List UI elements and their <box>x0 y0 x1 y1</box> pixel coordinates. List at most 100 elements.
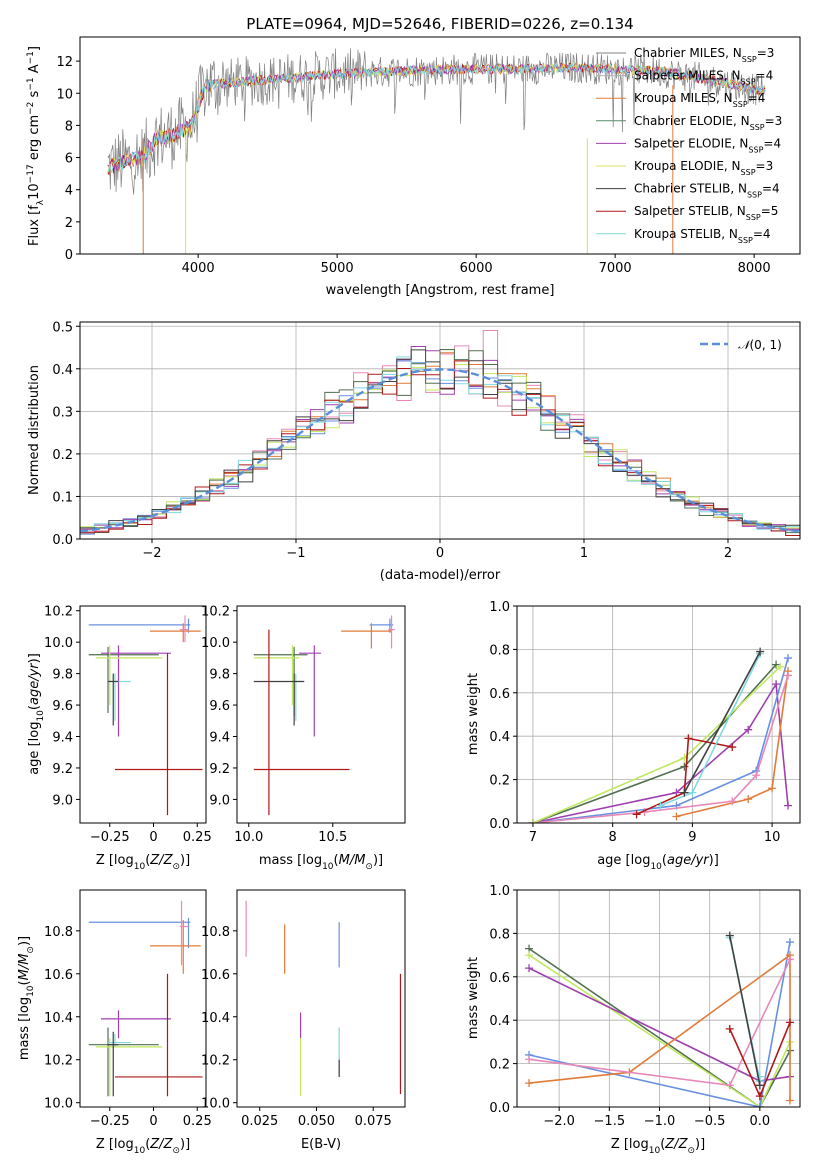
legend-entry: Chabrier MILES, NSSP=3 <box>634 46 774 64</box>
label-part: λ <box>36 199 46 205</box>
y-tick-label: 9.8 <box>209 668 230 683</box>
weight-point-marker <box>784 671 793 680</box>
x-tick-label: 0.025 <box>241 1114 278 1129</box>
label-part: erg cm <box>27 115 42 164</box>
x-tick-label: −0.25 <box>90 830 130 845</box>
y-tick-label: 10.2 <box>44 605 73 620</box>
label-part: ⊙ <box>172 1146 180 1156</box>
label-part: )] <box>373 853 383 868</box>
legend-entry: Kroupa STELIB, NSSP=4 <box>634 227 771 245</box>
y-tick-label: 0 <box>65 248 73 263</box>
y-tick-label: 9.2 <box>52 762 73 777</box>
label-part: )] <box>709 853 719 868</box>
label-part: )] <box>180 1137 190 1152</box>
legend-entry: Kroupa MILES, NSSP=4 <box>634 91 765 109</box>
y-tick-label: 0.0 <box>489 1101 510 1116</box>
weight-point-marker <box>672 788 681 797</box>
y-tick-label: 9.6 <box>52 699 73 714</box>
spectrum-panel: 4000 5000 6000 7000 8000 0 2 4 6 8 10 12 <box>56 36 801 276</box>
legend-tail: =4 <box>756 69 774 83</box>
plot-area <box>80 330 800 536</box>
y-axis-label: mass weight <box>466 957 481 1039</box>
weight-point-marker <box>725 931 734 940</box>
x-tick-label: 0.25 <box>183 830 212 845</box>
x-axis-label: age [log10(age/yr)] <box>597 853 719 872</box>
label-part: age [log <box>597 853 650 868</box>
x-tick-label: −1.5 <box>594 1114 626 1129</box>
label-part: Z [log <box>96 853 134 868</box>
x-tick-label: 8000 <box>738 261 771 276</box>
axes-frame <box>79 321 801 540</box>
x-tick-label: 4000 <box>182 261 215 276</box>
y-tick-label: 0.5 <box>52 320 73 335</box>
legend-tail: =3 <box>765 114 783 128</box>
y-tick-label: 9.4 <box>52 731 73 746</box>
y-axis-label: Flux [fλ10−17 erg cm−2 s−1 A−1] <box>26 46 46 246</box>
weight-point-marker <box>772 680 781 689</box>
label-part: ⊙ <box>172 862 180 872</box>
legend-text: Kroupa STELIB, N <box>634 227 738 241</box>
legend-sub: SSP <box>746 213 761 222</box>
x-axis-label: Z [log10(Z/Z⊙)] <box>611 1137 705 1156</box>
x-axis-label: Z [log10(Z/Z⊙)] <box>96 853 190 872</box>
label-part: )] <box>17 936 32 946</box>
x-tick-label: 0.0 <box>750 1114 771 1129</box>
x-tick-label: 8 <box>609 830 617 845</box>
x-tick-label: 0.050 <box>298 1114 335 1129</box>
label-part: ] <box>27 46 42 51</box>
y-tick-label: 0.2 <box>489 1058 510 1073</box>
axes-frame <box>79 605 207 824</box>
label-part: ( <box>17 980 32 985</box>
weight-point-marker <box>725 1081 734 1090</box>
y-tick-label: 0.1 <box>52 490 73 505</box>
legend-entry: Chabrier ELODIE, NSSP=3 <box>634 114 782 132</box>
y-tick-label: 0.2 <box>489 774 510 789</box>
label-part: )] <box>695 1137 705 1152</box>
label-part: Z [log <box>96 1137 134 1152</box>
x-tick-label: 6000 <box>460 261 493 276</box>
y-tick-label: 1.0 <box>489 600 510 615</box>
legend-text: Chabrier MILES, N <box>634 46 742 60</box>
axes-frame <box>79 36 801 255</box>
y-tick-label: 10.2 <box>201 605 230 620</box>
y-tick-label: 10.2 <box>201 1054 230 1069</box>
legend-text: Chabrier STELIB, N <box>634 182 747 196</box>
legend-sub: SSP <box>741 77 756 86</box>
weight-series-line <box>532 657 789 823</box>
plot-area <box>528 647 793 823</box>
legend-entry: Chabrier STELIB, NSSP=4 <box>634 182 780 200</box>
label-part: 10 <box>26 985 36 997</box>
plot-area <box>253 615 395 816</box>
x-tick-label: 5000 <box>321 261 354 276</box>
label-part: 10 <box>649 1146 661 1156</box>
label-part: −1 <box>26 77 36 90</box>
weight-point-marker <box>768 784 777 793</box>
weight-series-line <box>729 935 761 1086</box>
label-part: )] <box>27 653 42 663</box>
weight-point-marker <box>785 938 794 947</box>
x-axis-label: (data-model)/error <box>380 568 501 583</box>
weight-point-marker <box>752 771 761 780</box>
legend-sub: SSP <box>747 190 762 199</box>
weight-point-marker <box>755 1081 764 1090</box>
weight-point-marker <box>728 743 737 752</box>
y-tick-label: 10.6 <box>44 968 73 983</box>
y-tick-label: 10.0 <box>201 1097 230 1112</box>
x-tick-label: 7000 <box>599 261 632 276</box>
legend-sub: SSP <box>741 168 756 177</box>
legend-tail: =4 <box>763 136 781 150</box>
weight-point-marker <box>680 788 689 797</box>
y-tick-label: 12 <box>56 55 73 70</box>
y-tick-label: 9.4 <box>209 731 230 746</box>
label-part: −17 <box>26 164 36 183</box>
legend-entry: 𝒩(0, 1) <box>738 338 782 352</box>
y-tick-label: 0.4 <box>52 363 73 378</box>
x-tick-label: 10.5 <box>318 830 347 845</box>
weight-point-marker <box>784 801 793 810</box>
label-part: ( <box>660 1137 665 1152</box>
label-part: )] <box>180 853 190 868</box>
y-tick-label: 10.6 <box>201 968 230 983</box>
label-part: s <box>27 90 42 101</box>
y-tick-label: 0.8 <box>489 927 510 942</box>
